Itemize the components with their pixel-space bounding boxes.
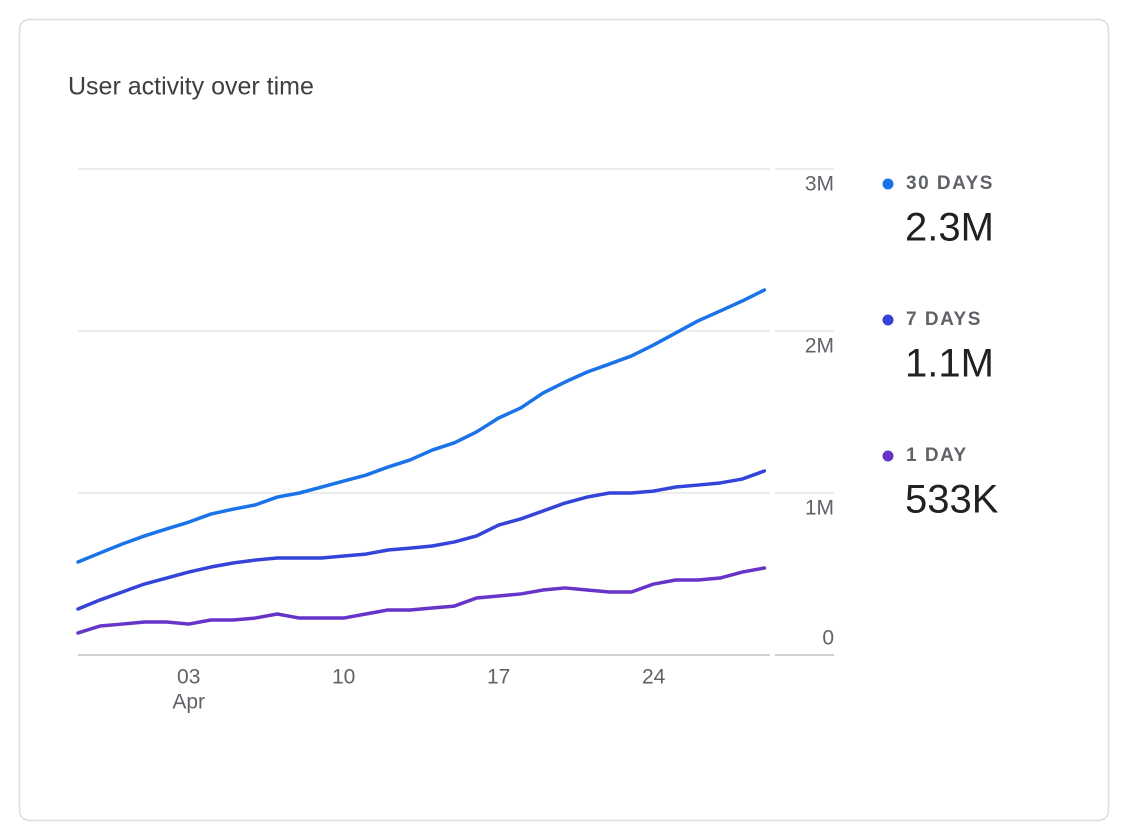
y-tick-label: 2M bbox=[805, 335, 834, 358]
series-line bbox=[76, 288, 767, 564]
legend-label: 7 DAYS bbox=[906, 309, 982, 330]
legend-label: 30 DAYS bbox=[906, 173, 994, 194]
legend-marker bbox=[882, 178, 894, 190]
legend-value: 2.3M bbox=[905, 206, 994, 250]
y-tick-label: 1M bbox=[805, 497, 834, 520]
y-tick-label: 0 bbox=[822, 627, 834, 650]
legend-value: 1.1M bbox=[905, 342, 994, 386]
legend-marker bbox=[882, 450, 894, 462]
x-tick-label: 10 bbox=[332, 666, 355, 689]
legend-value: 533K bbox=[905, 478, 999, 522]
x-tick-label: 03 bbox=[177, 666, 200, 689]
y-tick-label: 3M bbox=[805, 173, 834, 196]
legend-marker bbox=[882, 314, 894, 326]
card bbox=[18, 18, 1110, 822]
series-line bbox=[76, 566, 767, 635]
chart-title: User activity over time bbox=[68, 73, 314, 101]
legend-label: 1 DAY bbox=[906, 445, 968, 466]
x-tick-label: 17 bbox=[487, 666, 510, 689]
x-tick-label: 24 bbox=[642, 666, 666, 689]
x-month-label: Apr bbox=[172, 691, 205, 714]
series-line bbox=[76, 469, 767, 611]
